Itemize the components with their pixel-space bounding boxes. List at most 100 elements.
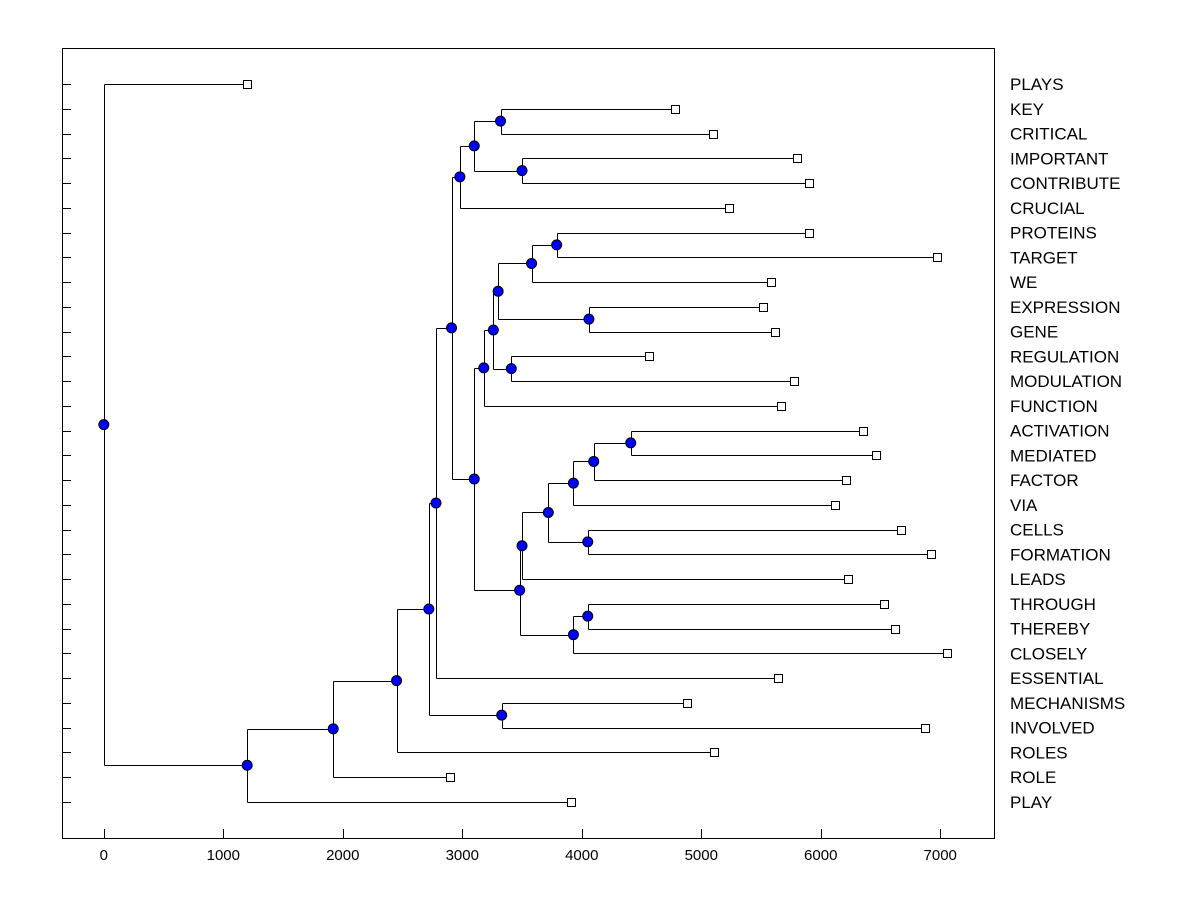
left-tick-marks (62, 84, 71, 803)
leaf-marker (725, 204, 734, 213)
leaf-label: FORMATION (1010, 545, 1111, 564)
leaf-label: EXPRESSION (1010, 298, 1121, 317)
merge-node (98, 419, 110, 431)
leaf-marker (927, 550, 936, 559)
x-tick-label: 5000 (685, 847, 718, 864)
x-tick-label: 3000 (446, 847, 479, 864)
merge-node (582, 536, 594, 548)
leaf-marker (567, 798, 576, 807)
leaf-marker (771, 328, 780, 337)
leaf-marker (243, 80, 252, 89)
leaf-label: CONTRIBUTE (1010, 174, 1121, 193)
leaf-label: IMPORTANT (1010, 149, 1109, 168)
leaf-label: MODULATION (1010, 372, 1122, 391)
merge-node (582, 610, 594, 622)
x-tick-label: 0 (100, 847, 108, 864)
leaf-label: MEDIATED (1010, 446, 1097, 465)
merge-node (478, 362, 490, 374)
leaf-label: ESSENTIAL (1010, 669, 1104, 688)
merge-node (391, 675, 403, 687)
leaf-marker (767, 278, 776, 287)
merge-node (492, 285, 504, 297)
leaf-marker (710, 748, 719, 757)
leaf-label: CRITICAL (1010, 125, 1087, 144)
merge-node (487, 324, 499, 336)
merge-node (514, 584, 526, 596)
leaf-label: VIA (1010, 496, 1038, 515)
x-tick-label: 6000 (804, 847, 837, 864)
leaf-label: TARGET (1010, 248, 1078, 267)
leaf-marker (933, 253, 942, 262)
merge-node (625, 437, 637, 449)
leaf-marker (842, 476, 851, 485)
leaf-marker (774, 674, 783, 683)
leaf-marker (872, 451, 881, 460)
merge-node (551, 239, 563, 251)
leaf-marker (943, 649, 952, 658)
leaf-marker (805, 179, 814, 188)
merge-node (588, 455, 600, 467)
leaf-marker (777, 402, 786, 411)
leaf-marker (709, 130, 718, 139)
branch-lines (104, 84, 948, 803)
x-axis: 0 1000 2000 3000 4000 5000 6000 7000 (100, 829, 957, 864)
x-tick-label: 2000 (326, 847, 359, 864)
plot-frame (62, 48, 995, 839)
merge-node (468, 473, 480, 485)
leaf-marker (921, 724, 930, 733)
leaf-label: KEY (1010, 100, 1044, 119)
merge-node (567, 477, 579, 489)
leaf-marker (683, 699, 692, 708)
x-tick-label: 7000 (924, 847, 957, 864)
merge-node (454, 171, 466, 183)
leaf-label: ROLE (1010, 768, 1056, 787)
leaf-marker (897, 526, 906, 535)
merge-node (446, 322, 458, 334)
leaf-label: MECHANISMS (1010, 694, 1125, 713)
leaf-label: ACTIVATION (1010, 422, 1110, 441)
leaf-label: CELLS (1010, 521, 1064, 540)
leaf-label: FACTOR (1010, 471, 1079, 490)
leaf-labels: PLAYS KEY CRITICAL IMPORTANT CONTRIBUTE CRUCI… (1010, 75, 1125, 812)
merge-node (423, 603, 435, 615)
x-tick-label: 1000 (207, 847, 240, 864)
leaf-marker (880, 600, 889, 609)
leaf-marker (805, 229, 814, 238)
leaf-marker (671, 105, 680, 114)
merge-node (526, 257, 538, 269)
leaf-markers (243, 80, 952, 807)
leaf-label: ROLES (1010, 743, 1068, 762)
leaf-label: THEREBY (1010, 620, 1090, 639)
leaf-marker (831, 501, 840, 510)
merge-node (567, 629, 579, 641)
leaf-label: PLAY (1010, 793, 1052, 812)
leaf-label: INVOLVED (1010, 719, 1095, 738)
merge-node-markers (98, 115, 637, 771)
leaf-label: REGULATION (1010, 347, 1119, 366)
leaf-label: WE (1010, 273, 1037, 292)
leaf-marker (793, 154, 802, 163)
leaf-marker (446, 773, 455, 782)
leaf-label: FUNCTION (1010, 397, 1098, 416)
merge-node (496, 709, 508, 721)
leaf-marker (859, 427, 868, 436)
x-tick-label: 4000 (565, 847, 598, 864)
merge-node (430, 497, 442, 509)
leaf-label: CRUCIAL (1010, 199, 1085, 218)
leaf-marker (891, 625, 900, 634)
merge-node (505, 363, 517, 375)
leaf-marker (844, 575, 853, 584)
merge-node (583, 313, 595, 325)
merge-node (241, 759, 253, 771)
merge-node (327, 723, 339, 735)
leaf-label: LEADS (1010, 570, 1066, 589)
leaf-label: CLOSELY (1010, 644, 1087, 663)
leaf-marker (790, 377, 799, 386)
merge-node (516, 165, 528, 177)
merge-node (542, 506, 554, 518)
leaf-label: THROUGH (1010, 595, 1096, 614)
merge-node (516, 540, 528, 552)
merge-node (468, 140, 480, 152)
leaf-marker (645, 352, 654, 361)
